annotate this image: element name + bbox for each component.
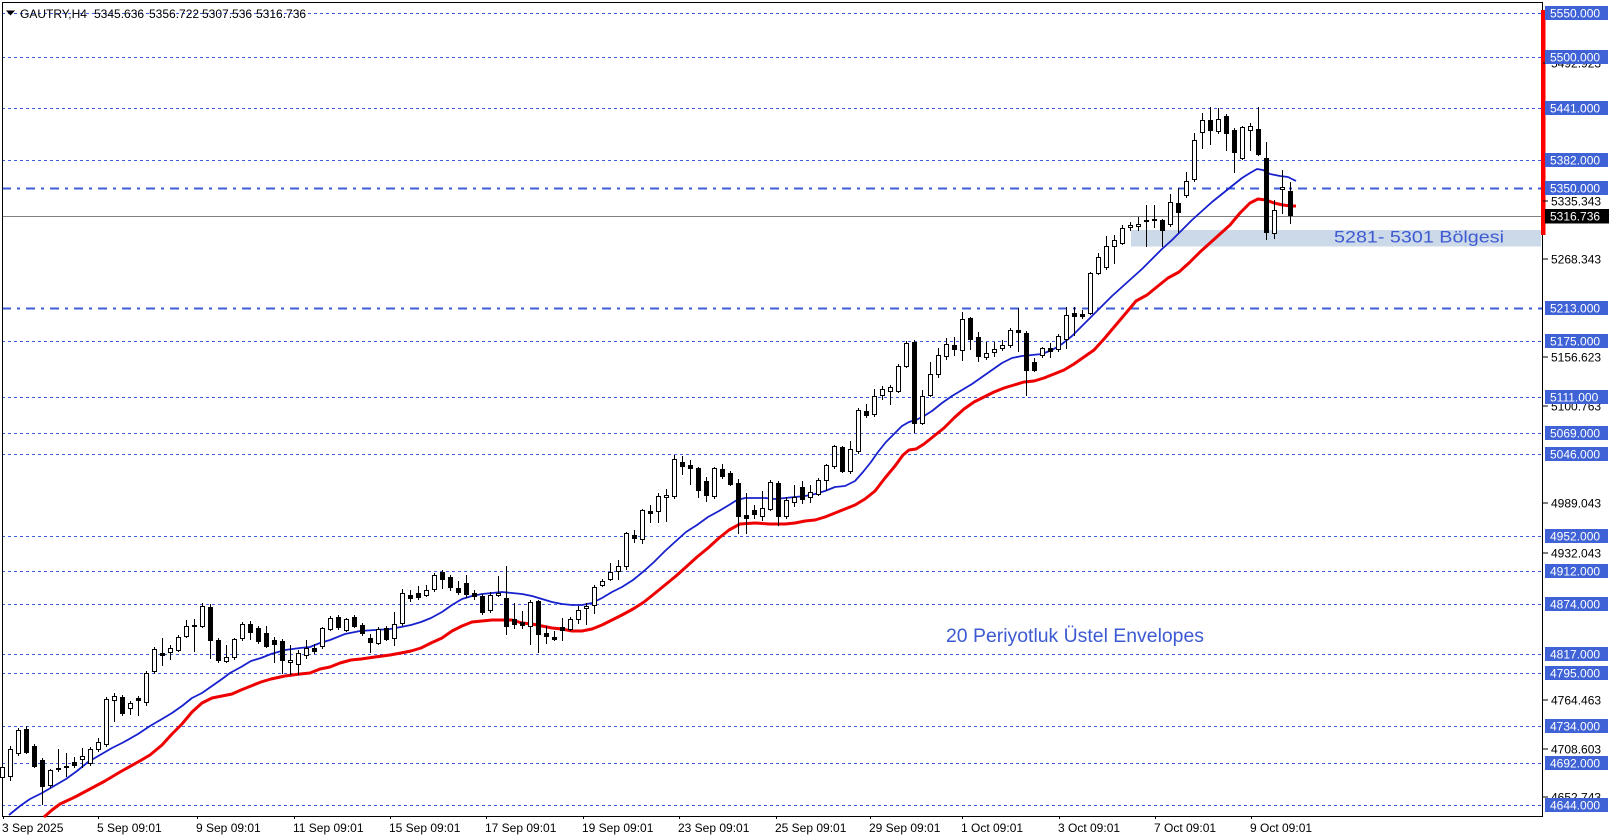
svg-text:4912.000: 4912.000: [1550, 565, 1600, 579]
svg-text:3 Sep 2025: 3 Sep 2025: [2, 821, 64, 835]
svg-text:7 Oct 09:01: 7 Oct 09:01: [1154, 821, 1216, 835]
svg-text:4734.000: 4734.000: [1550, 720, 1600, 734]
svg-text:9 Oct 09:01: 9 Oct 09:01: [1250, 821, 1312, 835]
svg-text:23 Sep 09:01: 23 Sep 09:01: [678, 821, 750, 835]
svg-text:5213.000: 5213.000: [1550, 302, 1600, 316]
svg-text:5069.000: 5069.000: [1550, 427, 1600, 441]
svg-text:GAUTRY,H4: GAUTRY,H4: [20, 7, 87, 21]
svg-text:4989.043: 4989.043: [1551, 497, 1601, 511]
svg-text:5500.000: 5500.000: [1550, 51, 1600, 65]
svg-text:4795.000: 4795.000: [1550, 667, 1600, 681]
svg-text:5316.736: 5316.736: [256, 7, 306, 21]
svg-text:11 Sep 09:01: 11 Sep 09:01: [293, 821, 364, 835]
svg-text:5175.000: 5175.000: [1550, 335, 1600, 349]
svg-text:25 Sep 09:01: 25 Sep 09:01: [775, 821, 847, 835]
svg-text:4644.000: 4644.000: [1550, 799, 1600, 813]
svg-text:5550.000: 5550.000: [1550, 7, 1600, 21]
svg-text:20 Periyotluk Üstel Envelopes: 20 Periyotluk Üstel Envelopes: [946, 625, 1204, 647]
svg-text:5307.536: 5307.536: [202, 7, 252, 21]
svg-text:4764.463: 4764.463: [1551, 694, 1601, 708]
svg-text:5 Sep 09:01: 5 Sep 09:01: [97, 821, 162, 835]
svg-text:5345.636: 5345.636: [94, 7, 144, 21]
svg-text:5281- 5301 Bölgesi: 5281- 5301 Bölgesi: [1334, 228, 1504, 247]
svg-text:4932.043: 4932.043: [1551, 547, 1601, 561]
svg-text:5156.623: 5156.623: [1551, 351, 1601, 365]
svg-text:4817.000: 4817.000: [1550, 648, 1600, 662]
svg-text:1 Oct 09:01: 1 Oct 09:01: [961, 821, 1023, 835]
svg-text:5335.343: 5335.343: [1551, 195, 1601, 209]
svg-text:5046.000: 5046.000: [1550, 448, 1600, 462]
svg-text:4874.000: 4874.000: [1550, 598, 1600, 612]
svg-text:5111.000: 5111.000: [1550, 391, 1599, 405]
svg-text:5441.000: 5441.000: [1550, 102, 1600, 116]
svg-text:4952.000: 4952.000: [1550, 530, 1600, 544]
svg-text:5356.722: 5356.722: [149, 7, 199, 21]
svg-text:5268.343: 5268.343: [1551, 253, 1601, 267]
svg-text:15 Sep 09:01: 15 Sep 09:01: [389, 821, 461, 835]
svg-text:5382.000: 5382.000: [1550, 154, 1600, 168]
svg-text:17 Sep 09:01: 17 Sep 09:01: [485, 821, 557, 835]
svg-text:19 Sep 09:01: 19 Sep 09:01: [582, 821, 654, 835]
svg-text:4708.603: 4708.603: [1551, 743, 1601, 757]
svg-text:9 Sep 09:01: 9 Sep 09:01: [196, 821, 261, 835]
svg-text:29 Sep 09:01: 29 Sep 09:01: [869, 821, 941, 835]
svg-text:5350.000: 5350.000: [1550, 182, 1600, 196]
svg-text:5316.736: 5316.736: [1550, 210, 1600, 224]
svg-text:3 Oct 09:01: 3 Oct 09:01: [1058, 821, 1120, 835]
svg-text:4692.000: 4692.000: [1550, 757, 1600, 771]
